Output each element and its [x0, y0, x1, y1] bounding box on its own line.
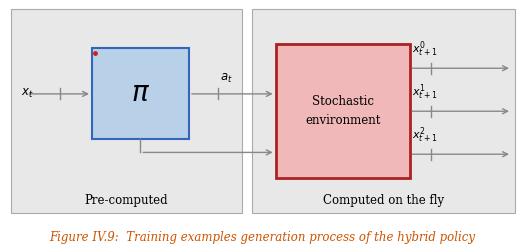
- Bar: [10, 9, 242, 213]
- Bar: [252, 9, 514, 213]
- Text: Pre-computed: Pre-computed: [84, 194, 168, 207]
- Text: $x^{1}_{t+1}$: $x^{1}_{t+1}$: [412, 82, 438, 102]
- Bar: [276, 44, 410, 178]
- Bar: [92, 48, 189, 139]
- Text: Computed on the fly: Computed on the fly: [323, 194, 444, 207]
- Text: $\pi$: $\pi$: [131, 80, 150, 107]
- Text: Stochastic
environment: Stochastic environment: [305, 95, 380, 127]
- Text: $x^{0}_{t+1}$: $x^{0}_{t+1}$: [412, 39, 438, 58]
- Text: Figure IV.9:  Training examples generation process of the hybrid policy: Figure IV.9: Training examples generatio…: [49, 231, 476, 244]
- Text: $a_t$: $a_t$: [220, 72, 233, 85]
- Text: $x^{2}_{t+1}$: $x^{2}_{t+1}$: [412, 125, 438, 145]
- Text: $x_t$: $x_t$: [21, 87, 34, 101]
